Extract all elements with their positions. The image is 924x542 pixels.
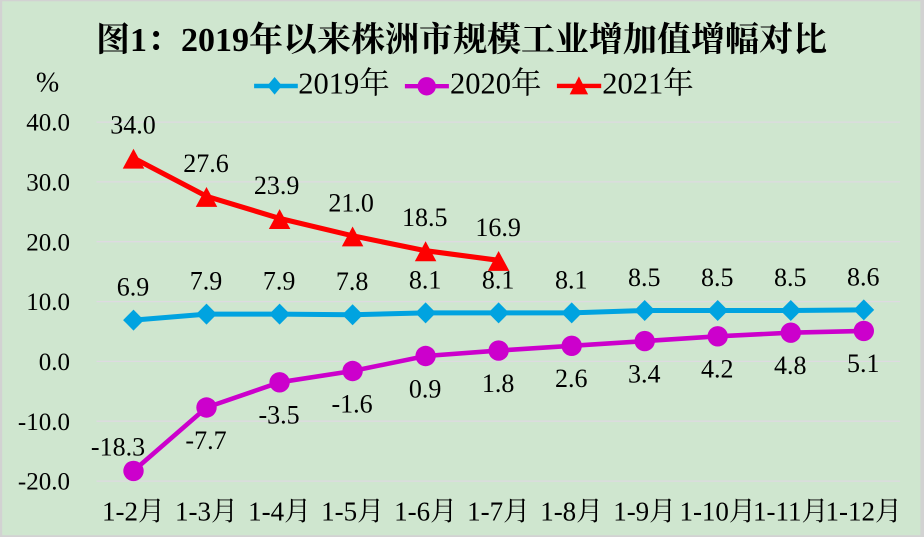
svg-text:1-11月: 1-11月 xyxy=(753,497,829,527)
svg-text:23.9: 23.9 xyxy=(254,171,300,200)
svg-text:7.9: 7.9 xyxy=(263,267,296,296)
svg-text:0.9: 0.9 xyxy=(409,374,442,403)
svg-text:8.5: 8.5 xyxy=(628,263,661,292)
svg-text:-10.0: -10.0 xyxy=(18,409,70,436)
svg-text:图1：2019年以来株洲市规模工业增加值增幅对比: 图1：2019年以来株洲市规模工业增加值增幅对比 xyxy=(96,21,827,59)
svg-text:0.0: 0.0 xyxy=(39,349,70,376)
svg-text:20.0: 20.0 xyxy=(26,229,70,256)
svg-text:2019年: 2019年 xyxy=(298,67,390,101)
svg-text:30.0: 30.0 xyxy=(26,170,70,197)
svg-text:6.9: 6.9 xyxy=(117,273,150,302)
svg-text:4.2: 4.2 xyxy=(701,355,734,384)
svg-text:1-10月: 1-10月 xyxy=(679,497,756,527)
svg-text:8.5: 8.5 xyxy=(701,263,734,292)
svg-text:4.8: 4.8 xyxy=(774,351,807,380)
svg-text:3.4: 3.4 xyxy=(628,359,661,388)
svg-text:1-7月: 1-7月 xyxy=(467,497,530,527)
svg-text:40.0: 40.0 xyxy=(26,110,70,137)
svg-text:16.9: 16.9 xyxy=(475,213,521,242)
svg-text:-3.5: -3.5 xyxy=(259,401,300,430)
svg-text:7.9: 7.9 xyxy=(190,267,223,296)
svg-text:1-4月: 1-4月 xyxy=(248,497,311,527)
svg-text:8.1: 8.1 xyxy=(555,265,588,294)
svg-text:1-6月: 1-6月 xyxy=(394,497,457,527)
svg-text:7.8: 7.8 xyxy=(336,267,369,296)
svg-text:-7.7: -7.7 xyxy=(185,426,226,455)
svg-text:-20.0: -20.0 xyxy=(18,469,70,496)
svg-text:21.0: 21.0 xyxy=(328,188,374,217)
svg-text:8.1: 8.1 xyxy=(409,265,442,294)
svg-text:2021年: 2021年 xyxy=(602,67,694,101)
svg-text:2.6: 2.6 xyxy=(555,364,588,393)
svg-text:%: % xyxy=(36,67,59,98)
svg-text:1-9月: 1-9月 xyxy=(613,497,676,527)
svg-text:34.0: 34.0 xyxy=(110,111,156,140)
svg-text:8.5: 8.5 xyxy=(774,263,807,292)
svg-text:5.1: 5.1 xyxy=(847,349,880,378)
svg-text:10.0: 10.0 xyxy=(26,289,70,316)
svg-text:1-2月: 1-2月 xyxy=(102,497,165,527)
svg-text:1.8: 1.8 xyxy=(482,369,515,398)
svg-text:1-8月: 1-8月 xyxy=(540,497,603,527)
svg-text:2020年: 2020年 xyxy=(450,67,542,101)
svg-text:-18.3: -18.3 xyxy=(91,433,145,462)
svg-text:8.6: 8.6 xyxy=(847,262,880,291)
svg-text:1-3月: 1-3月 xyxy=(175,497,238,527)
svg-text:8.1: 8.1 xyxy=(482,265,515,294)
svg-text:1-12月: 1-12月 xyxy=(826,497,903,527)
svg-text:-1.6: -1.6 xyxy=(332,389,373,418)
svg-text:1-5月: 1-5月 xyxy=(321,497,384,527)
svg-text:27.6: 27.6 xyxy=(183,149,229,178)
svg-text:18.5: 18.5 xyxy=(402,203,448,232)
